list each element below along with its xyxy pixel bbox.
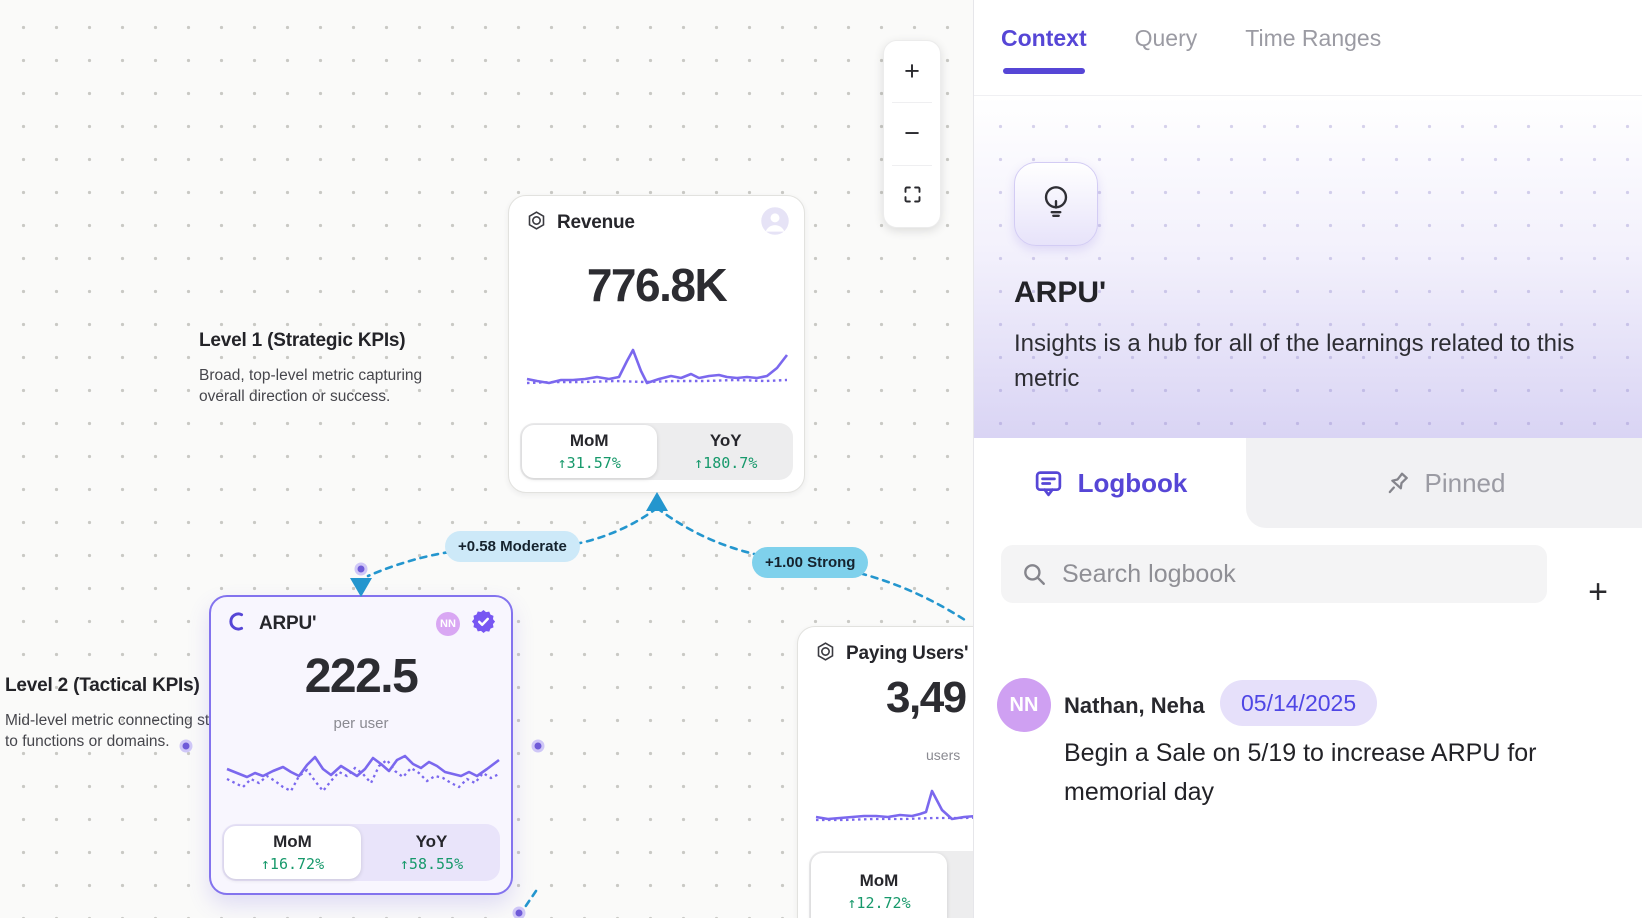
collaborator-badge: NN [436, 612, 460, 636]
metric-name-heading: ARPU' [1014, 276, 1107, 309]
entry-text: Begin a Sale on 5/19 to increase ARPU fo… [1064, 739, 1537, 806]
entry-author-name: Nathan, Neha [1064, 693, 1205, 718]
mom-toggle[interactable]: MoM ↑16.72% [224, 826, 361, 879]
correlation-label-strong: +1.00 Strong [752, 547, 869, 578]
metric-footer: MoM ↑31.57% YoY ↑180.7% [520, 423, 793, 480]
level-2-title: Level 2 (Tactical KPIs) [5, 675, 200, 696]
metric-tree-canvas[interactable]: Level 1 (Strategic KPIs) Broad, top-leve… [0, 0, 973, 918]
zoom-in-button[interactable]: + [904, 56, 920, 87]
crescent-metric-icon [228, 611, 249, 637]
yoy-toggle[interactable]: YoY ↑180.7% [694, 431, 758, 472]
search-icon [1021, 561, 1047, 587]
metric-card-paying-users[interactable]: Paying Users' 3,49 users MoM ↑12.72% [797, 626, 973, 918]
metric-unit: users [926, 747, 961, 763]
level-1-description: Broad, top-level metric capturing overal… [199, 367, 423, 405]
level-2-label: Level 2 (Tactical KPIs) Mid-level metric… [5, 675, 265, 752]
metric-value: 3,49 [886, 673, 967, 722]
correlation-label-moderate: +0.58 Moderate [445, 531, 580, 562]
context-panel: Context Query Time Ranges ARPU' Insights… [973, 0, 1642, 918]
metric-title: Paying Users' [846, 643, 969, 664]
pushpin-icon [1383, 469, 1412, 498]
metric-value: 222.5 [304, 650, 419, 703]
tab-logbook[interactable]: Logbook [974, 438, 1246, 528]
tab-pinned-label: Pinned [1424, 467, 1506, 498]
verified-badge-icon [470, 608, 497, 640]
entry-date-badge: 05/14/2025 [1220, 680, 1378, 726]
entry-author-avatar: NN [997, 678, 1051, 732]
sparkline [226, 754, 500, 793]
logbook-search [1001, 545, 1547, 603]
logbook-chat-icon [1033, 468, 1064, 499]
zoom-out-button[interactable]: − [904, 118, 920, 149]
connection-handle[interactable] [512, 906, 526, 918]
add-entry-button[interactable]: + [1588, 572, 1608, 611]
insight-tile [1014, 162, 1098, 246]
connection-handle[interactable] [354, 562, 368, 576]
zoom-toolbar: + − [883, 40, 941, 228]
metric-unit: per user [333, 715, 389, 732]
hexagon-metric-icon [526, 210, 547, 236]
toolbar-divider [892, 164, 932, 166]
tab-logbook-label: Logbook [1077, 467, 1188, 498]
paying-users-card-header: Paying Users' [815, 641, 973, 667]
panel-tabbar: Context Query Time Ranges [974, 0, 1642, 96]
tab-pinned[interactable]: Pinned [1246, 438, 1642, 528]
metric-hero: ARPU' Insights is a hub for all of the l… [974, 96, 1642, 438]
revenue-card-header: Revenue [526, 206, 790, 236]
metric-footer: MoM ↑16.72% YoY ↑58.55% [222, 824, 500, 881]
fit-view-icon [902, 181, 923, 212]
hexagon-metric-icon [815, 641, 836, 667]
level-1-title: Level 1 (Strategic KPIs) [199, 330, 406, 351]
connection-handle[interactable] [531, 739, 545, 753]
toolbar-divider [892, 102, 932, 104]
tab-query[interactable]: Query [1134, 25, 1198, 51]
edge-arrow-up-icon [646, 492, 668, 511]
metric-title: Revenue [557, 212, 635, 233]
metric-title: ARPU' [259, 613, 317, 634]
lightbulb-icon [1037, 183, 1075, 226]
level-1-label: Level 1 (Strategic KPIs) Broad, top-leve… [199, 330, 449, 407]
tab-time-ranges[interactable]: Time Ranges [1245, 25, 1382, 51]
sparkline [526, 348, 789, 385]
search-input[interactable] [1062, 559, 1502, 589]
sparkline [815, 789, 973, 822]
metric-card-arpu[interactable]: ARPU' NN 222.5 per user MoM ↑16.72% YoY … [209, 595, 513, 895]
metric-value: 776.8K [586, 259, 728, 311]
owner-avatar-icon [760, 206, 790, 241]
metric-description: Insights is a hub for all of the learnin… [1014, 330, 1575, 392]
arpu-card-header: ARPU' NN [228, 608, 497, 640]
mom-toggle[interactable]: MoM ↑31.57% [522, 425, 657, 478]
metric-card-revenue[interactable]: Revenue 776.8K MoM ↑31.57% YoY ↑180.7% [508, 195, 805, 493]
mom-toggle[interactable]: MoM ↑12.72% [811, 853, 947, 918]
yoy-toggle[interactable]: YoY ↑58.55% [399, 832, 464, 873]
tab-context[interactable]: Context [1001, 25, 1087, 74]
fit-view-button[interactable] [884, 166, 940, 227]
yoy-toggle[interactable] [949, 851, 973, 918]
edge-dashed-line-arpu-child [519, 889, 538, 915]
logbook-pinned-tabs: Logbook Pinned [974, 438, 1642, 528]
metric-footer: MoM ↑12.72% [809, 851, 973, 918]
level-2-description: Mid-level metric connecting strategy to … [5, 712, 253, 750]
